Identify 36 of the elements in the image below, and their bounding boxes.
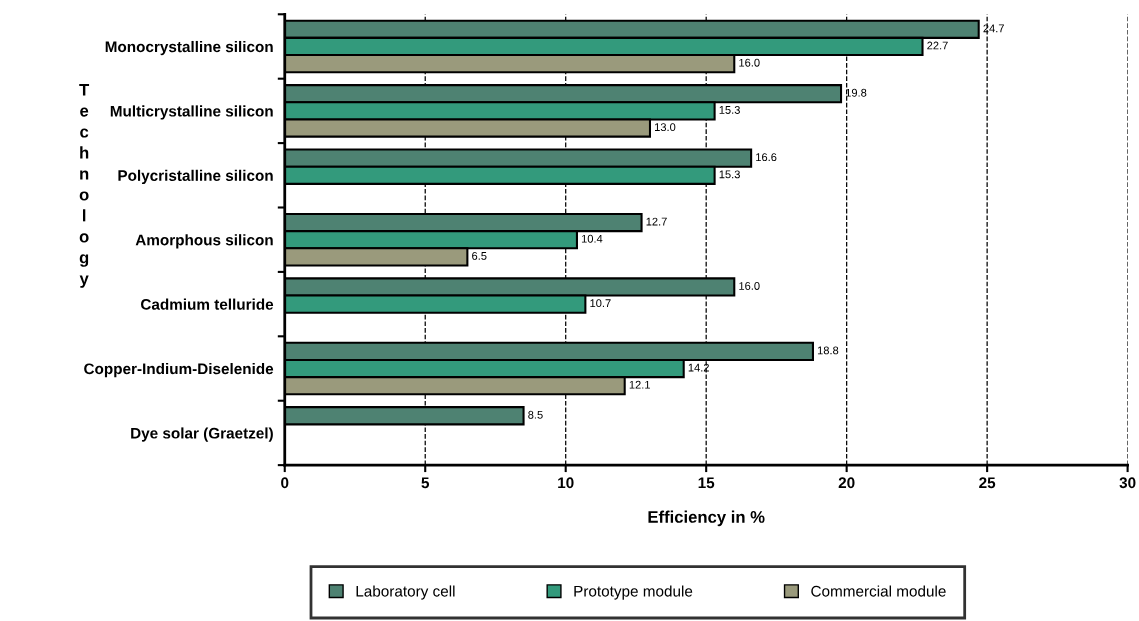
legend-label: Laboratory cell <box>356 585 455 600</box>
y-tick-label: Amorphous silicon <box>135 234 273 249</box>
y-tick-label: Cadmium telluride <box>140 298 274 310</box>
legend-label: Prototype module <box>574 585 693 600</box>
x-tick-label: 5 <box>421 477 430 489</box>
data-label: 16.6 <box>756 153 777 162</box>
x-tick-label: 30 <box>1119 477 1136 489</box>
y-tick-label: Dye solar (Graetzel) <box>131 427 273 442</box>
x-tick-label: 10 <box>558 477 574 489</box>
x-tick-label: 0 <box>281 477 289 489</box>
data-label: 6.5 <box>472 252 487 260</box>
y-tick-label: Copper-Indium-Diselenide <box>84 362 274 378</box>
data-label: 15.3 <box>719 170 740 179</box>
x-tick-label: 25 <box>979 477 996 489</box>
y-tick-label: Monocrystalline silicon <box>105 40 273 56</box>
data-label: 18.8 <box>817 346 839 355</box>
x-tick-label: 15 <box>698 477 715 489</box>
y-tick-label: Polycristalline silicon <box>118 169 273 185</box>
data-label: 8.5 <box>528 410 543 419</box>
x-tick-label: 20 <box>838 477 855 489</box>
data-label: 12.1 <box>629 380 650 389</box>
data-label: 16.0 <box>739 58 760 67</box>
data-label: 22.7 <box>927 41 948 50</box>
data-label: 10.7 <box>590 299 611 308</box>
text: Technology <box>79 84 90 288</box>
data-label: 14.2 <box>688 363 709 372</box>
data-label: 12.7 <box>646 217 667 226</box>
data-label: 19.8 <box>846 88 867 97</box>
data-label: 13.0 <box>655 123 676 132</box>
y-tick-label: Multicrystalline silicon <box>110 105 273 120</box>
x-axis-title: Efficiency in % <box>648 510 765 527</box>
data-label: 16.0 <box>739 282 760 290</box>
legend-label: Commercial module <box>811 585 946 597</box>
data-label: 15.3 <box>719 106 740 114</box>
data-label: 24.7 <box>983 24 1004 33</box>
data-label: 10.4 <box>581 234 603 243</box>
